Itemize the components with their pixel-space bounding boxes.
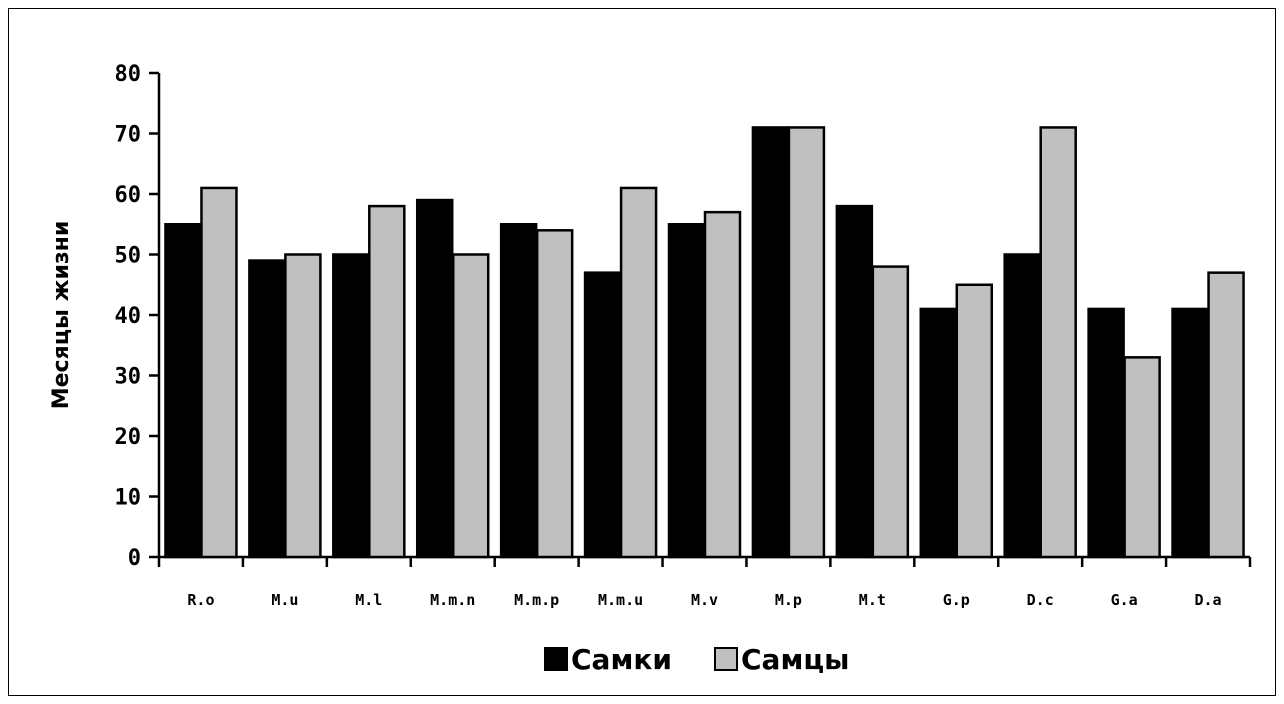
bar-Самки bbox=[248, 259, 286, 559]
x-tick-label: D.a bbox=[1194, 591, 1221, 609]
x-tick-label: M.v bbox=[691, 591, 718, 609]
x-tick-label: M.p bbox=[775, 591, 802, 609]
bar-Самцы bbox=[535, 229, 574, 559]
bar-Самки bbox=[583, 271, 622, 559]
bar-Самцы bbox=[787, 126, 826, 559]
bar-Самки bbox=[1003, 253, 1041, 559]
legend-label: Самцы bbox=[741, 643, 849, 676]
x-tick-label: R.o bbox=[187, 591, 214, 609]
legend-swatch-Самцы bbox=[714, 647, 738, 671]
y-tick-label: 80 bbox=[115, 62, 142, 87]
bar-Самцы bbox=[871, 265, 910, 559]
bar-Самцы bbox=[1123, 356, 1161, 559]
bar-Самки bbox=[751, 126, 790, 559]
y-tick-label: 30 bbox=[115, 365, 142, 390]
bar-Самки bbox=[415, 198, 454, 559]
bar-Самцы bbox=[368, 204, 406, 559]
x-tick-label: G.a bbox=[1111, 591, 1138, 609]
bar-Самки bbox=[835, 204, 874, 559]
bar-Самки bbox=[667, 223, 706, 559]
bar-Самцы bbox=[200, 186, 238, 559]
x-tick-label: M.u bbox=[271, 591, 298, 609]
bar-Самки bbox=[1087, 307, 1125, 559]
legend-swatch-Самки bbox=[544, 647, 568, 671]
plot-area: 0 10 20 30 40 50 60 70 80 R.o M.u M.l M.m.n M.m.p M.m.… bbox=[115, 62, 1252, 609]
y-tick-label: 50 bbox=[115, 244, 142, 269]
bar-Самцы bbox=[1207, 271, 1245, 559]
bar-Самки bbox=[164, 223, 202, 559]
y-tick-label: 20 bbox=[115, 425, 142, 450]
y-axis-title: Месяцы жизни bbox=[49, 221, 74, 410]
bar-Самцы bbox=[955, 283, 994, 559]
bar-Самцы bbox=[619, 186, 658, 559]
y-tick-label: 10 bbox=[115, 486, 142, 511]
legend-label: Самки bbox=[571, 643, 672, 676]
x-tick-label: M.m.p bbox=[514, 591, 559, 609]
y-tick-label: 60 bbox=[115, 183, 142, 208]
x-tick-label: M.t bbox=[859, 591, 886, 609]
y-tick-label: 40 bbox=[115, 304, 142, 329]
legend: Самки Самцы bbox=[544, 643, 849, 676]
bar-Самки bbox=[332, 253, 370, 559]
bar-Самки bbox=[1171, 307, 1209, 559]
y-tick-label: 0 bbox=[128, 546, 141, 571]
bar-Самцы bbox=[451, 253, 490, 559]
bar-Самцы bbox=[1039, 126, 1077, 559]
y-tick-label: 70 bbox=[115, 123, 142, 148]
bar-Самки bbox=[919, 307, 958, 559]
x-tick-label: M.m.u bbox=[598, 591, 643, 609]
x-tick-label: M.m.n bbox=[430, 591, 475, 609]
x-tick-label: M.l bbox=[355, 591, 382, 609]
x-tick-label: G.p bbox=[943, 591, 970, 609]
x-tick-label: D.c bbox=[1027, 591, 1054, 609]
bar-Самцы bbox=[284, 253, 322, 559]
bar-Самцы bbox=[703, 210, 742, 559]
bar-Самки bbox=[499, 223, 538, 559]
